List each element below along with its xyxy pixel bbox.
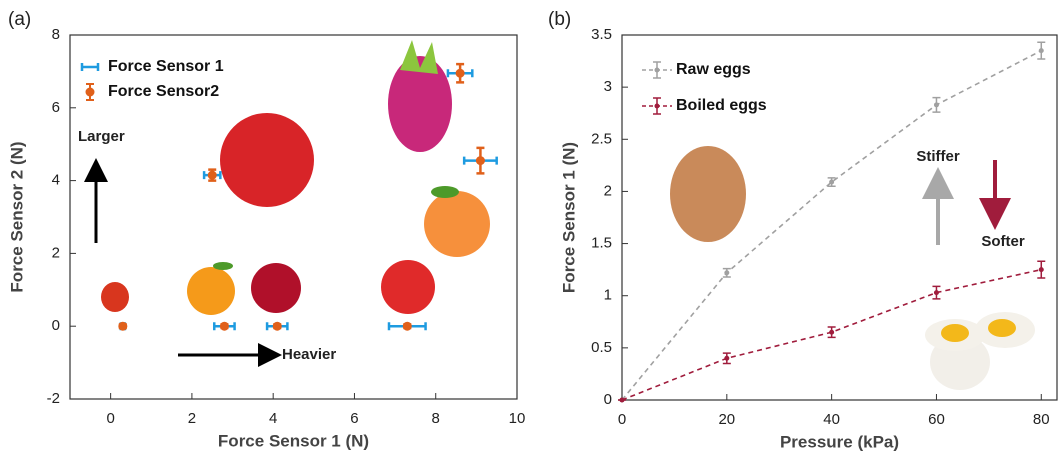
- panel-label: (a): [8, 9, 31, 30]
- y-tick-label: 8: [52, 26, 60, 43]
- legend-swatch: [82, 63, 98, 71]
- x-tick-label: 8: [432, 410, 440, 427]
- legend-label: Force Sensor2: [108, 83, 219, 100]
- x-tick-label: 4: [269, 410, 277, 427]
- y-tick-label: 1: [604, 287, 612, 304]
- point: [1039, 267, 1044, 272]
- y-tick-label: 0: [604, 391, 612, 408]
- point: [118, 322, 127, 331]
- x-axis-label: Force Sensor 1 (N): [218, 431, 369, 450]
- annotation: Stiffer: [916, 148, 960, 165]
- point: [456, 69, 465, 78]
- figure: (a)0246810-202468Force Sensor 1 (N)Force…: [0, 0, 1060, 457]
- y-tick-label: 2: [52, 244, 60, 261]
- x-tick-label: 80: [1033, 411, 1050, 428]
- y-axis-label: Force Sensor 2 (N): [7, 141, 26, 292]
- x-axis-label: Pressure (kPa): [780, 432, 899, 451]
- y-axis-label: Force Sensor 1 (N): [559, 142, 578, 293]
- point: [724, 270, 729, 275]
- y-tick-label: 3.5: [591, 26, 612, 43]
- x-tick-label: 0: [618, 411, 626, 428]
- x-tick-label: 10: [509, 410, 526, 427]
- x-tick-label: 60: [928, 411, 945, 428]
- x-tick-label: 40: [823, 411, 840, 428]
- y-tick-label: 4: [52, 172, 60, 189]
- legend-label: Raw eggs: [676, 61, 751, 78]
- point: [1039, 48, 1044, 53]
- point: [273, 322, 282, 331]
- point: [620, 398, 625, 403]
- legend-swatch: [86, 88, 95, 97]
- y-tick-label: 2.5: [591, 130, 612, 147]
- point: [934, 290, 939, 295]
- x-tick-label: 6: [350, 410, 358, 427]
- y-tick-label: 1.5: [591, 235, 612, 252]
- point: [724, 356, 729, 361]
- x-tick-label: 0: [106, 410, 114, 427]
- legend-label: Boiled eggs: [676, 97, 767, 114]
- y-tick-label: 0: [52, 317, 60, 334]
- legend-swatch: [655, 104, 660, 109]
- point: [403, 322, 412, 331]
- panel-label: (b): [548, 9, 571, 30]
- point: [208, 171, 217, 180]
- y-tick-label: 2: [604, 182, 612, 199]
- x-tick-label: 20: [718, 411, 735, 428]
- x-tick-label: 2: [188, 410, 196, 427]
- annotation: Heavier: [282, 346, 336, 363]
- y-tick-label: 3: [604, 78, 612, 95]
- point: [220, 322, 229, 331]
- point: [829, 180, 834, 185]
- point: [476, 156, 485, 165]
- annotation: Larger: [78, 128, 125, 145]
- legend-label: Force Sensor 1: [108, 58, 224, 75]
- legend-swatch: [655, 68, 660, 73]
- annotation: Softer: [981, 233, 1025, 250]
- y-tick-label: -2: [47, 390, 60, 407]
- y-tick-label: 6: [52, 99, 60, 116]
- point: [829, 330, 834, 335]
- y-tick-label: 0.5: [591, 339, 612, 356]
- point: [934, 102, 939, 107]
